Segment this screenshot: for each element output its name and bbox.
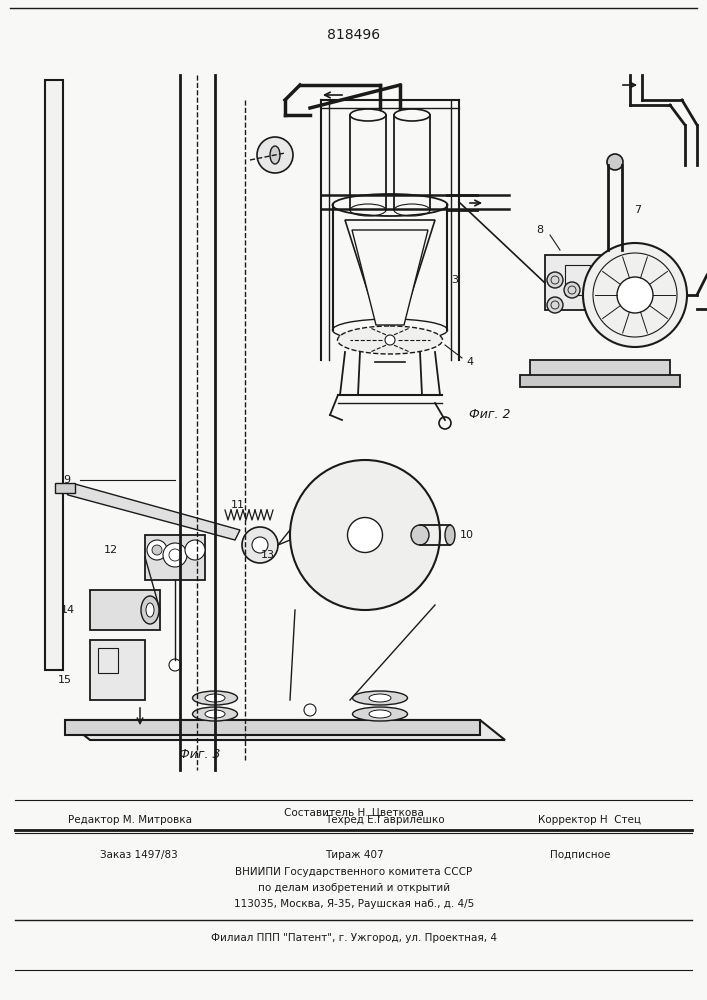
Ellipse shape <box>205 710 225 718</box>
Text: Подписное: Подписное <box>549 850 610 860</box>
Circle shape <box>252 537 268 553</box>
Text: Фиг. 2: Фиг. 2 <box>469 408 510 422</box>
Ellipse shape <box>369 710 391 718</box>
Circle shape <box>607 154 623 170</box>
Bar <box>90 590 160 630</box>
Text: 15: 15 <box>58 675 72 685</box>
Circle shape <box>617 277 653 313</box>
Circle shape <box>163 543 187 567</box>
Bar <box>545 255 625 310</box>
Circle shape <box>304 704 316 716</box>
Text: 14: 14 <box>61 605 75 615</box>
Ellipse shape <box>192 691 238 705</box>
Text: 12: 12 <box>104 545 118 555</box>
Bar <box>45 80 63 670</box>
Ellipse shape <box>290 460 440 610</box>
Circle shape <box>257 137 293 173</box>
Bar <box>98 648 118 673</box>
Ellipse shape <box>205 694 225 702</box>
Ellipse shape <box>270 146 280 164</box>
Text: ВНИИПИ Государственного комитета СССР: ВНИИПИ Государственного комитета СССР <box>235 867 472 877</box>
Text: по делам изобретений и открытий: по делам изобретений и открытий <box>258 883 450 893</box>
Polygon shape <box>65 720 480 735</box>
Ellipse shape <box>192 707 238 721</box>
Text: Корректор Н  Стец: Корректор Н Стец <box>539 815 641 825</box>
Bar <box>90 640 145 700</box>
Text: 7: 7 <box>634 205 641 215</box>
Text: Филиал ППП "Патент", г. Ужгород, ул. Проектная, 4: Филиал ППП "Патент", г. Ужгород, ул. Про… <box>211 933 497 943</box>
Ellipse shape <box>350 109 386 121</box>
Polygon shape <box>65 720 505 740</box>
Text: 11: 11 <box>231 500 245 510</box>
Ellipse shape <box>146 603 154 617</box>
Ellipse shape <box>332 194 448 216</box>
Bar <box>145 535 205 580</box>
Circle shape <box>169 659 181 671</box>
Text: 818496: 818496 <box>327 28 380 42</box>
Text: 8: 8 <box>537 225 544 235</box>
Bar <box>520 375 680 387</box>
Ellipse shape <box>445 525 455 545</box>
Ellipse shape <box>337 326 443 354</box>
Text: 113035, Москва, Я-35, Раушская наб., д. 4/5: 113035, Москва, Я-35, Раушская наб., д. … <box>234 899 474 909</box>
Text: 9: 9 <box>63 475 70 485</box>
Text: Техред Е.Гаврилешко: Техред Е.Гаврилешко <box>325 815 445 825</box>
Circle shape <box>185 540 205 560</box>
Ellipse shape <box>394 109 430 121</box>
Circle shape <box>385 335 395 345</box>
Polygon shape <box>352 230 428 325</box>
Circle shape <box>147 540 167 560</box>
Bar <box>530 360 670 380</box>
Ellipse shape <box>348 518 382 552</box>
Circle shape <box>547 297 563 313</box>
Ellipse shape <box>411 525 429 545</box>
Polygon shape <box>63 484 240 540</box>
Text: Тираж 407: Тираж 407 <box>325 850 383 860</box>
Ellipse shape <box>369 694 391 702</box>
Ellipse shape <box>141 596 159 624</box>
Text: 10: 10 <box>460 530 474 540</box>
Circle shape <box>242 527 278 563</box>
Bar <box>55 483 75 493</box>
Ellipse shape <box>353 707 407 721</box>
Text: Составитель Н. Цветкова: Составитель Н. Цветкова <box>284 807 424 817</box>
Circle shape <box>583 243 687 347</box>
Text: Заказ 1497/83: Заказ 1497/83 <box>100 850 177 860</box>
Text: 13: 13 <box>261 550 275 560</box>
Bar <box>565 265 590 295</box>
Circle shape <box>152 545 162 555</box>
Polygon shape <box>345 220 435 305</box>
Circle shape <box>547 272 563 288</box>
Text: 4: 4 <box>467 357 474 367</box>
Text: Редактор М. Митровка: Редактор М. Митровка <box>68 815 192 825</box>
Circle shape <box>564 282 580 298</box>
Text: 3: 3 <box>452 275 459 285</box>
Ellipse shape <box>353 691 407 705</box>
Text: Фиг. 3: Фиг. 3 <box>180 748 221 762</box>
